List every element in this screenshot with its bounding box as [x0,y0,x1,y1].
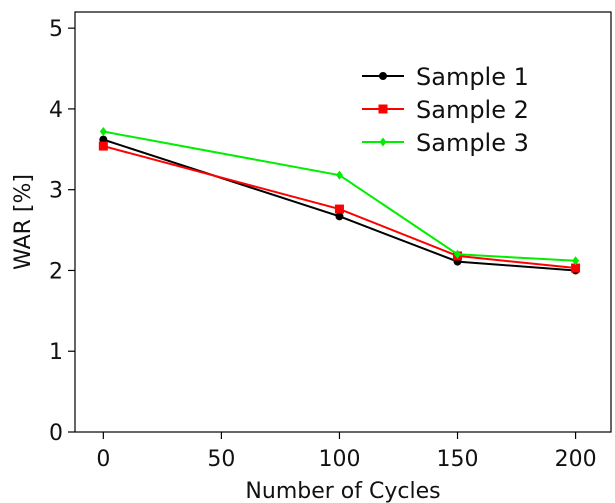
y-axis-title: WAR [%] [11,174,36,270]
y-tick-label: 0 [49,421,63,446]
y-tick-label: 2 [49,259,63,284]
data-point [99,127,107,137]
x-tick-label: 150 [437,447,479,472]
data-point [571,263,581,273]
plot-frame [74,11,612,433]
x-tick-label: 200 [555,447,597,472]
data-point [98,141,108,151]
legend-item: Sample 2 [362,96,529,124]
legend-marker [379,72,387,80]
legend-marker [379,137,387,147]
y-tick-label: 1 [49,340,63,365]
x-tick-label: 0 [96,447,110,472]
y-axis: 0 1 2 3 4 5 [49,17,75,446]
data-point [454,249,462,259]
y-tick-label: 5 [49,17,63,42]
legend-label: Sample 1 [416,63,529,91]
series-line [103,145,576,270]
series-layer [98,127,581,275]
x-axis-title: Number of Cycles [245,479,440,503]
data-point [335,170,343,180]
legend: Sample 1 Sample 2 Sample 3 [362,63,529,157]
x-tick-label: 50 [207,447,235,472]
y-tick-label: 4 [49,98,63,123]
legend-label: Sample 2 [416,96,529,124]
data-point [335,212,344,221]
y-tick-label: 3 [49,179,63,204]
x-tick-label: 100 [318,447,360,472]
x-axis: 0 50 100 150 200 [96,432,597,472]
legend-item: Sample 1 [362,63,529,91]
series-3 [99,127,580,266]
plot-border [74,11,612,433]
data-point [334,204,344,214]
data-point [572,256,580,266]
legend-label: Sample 3 [416,129,529,157]
legend-marker [378,104,388,114]
series-line [103,130,576,262]
legend-item: Sample 3 [362,129,529,157]
